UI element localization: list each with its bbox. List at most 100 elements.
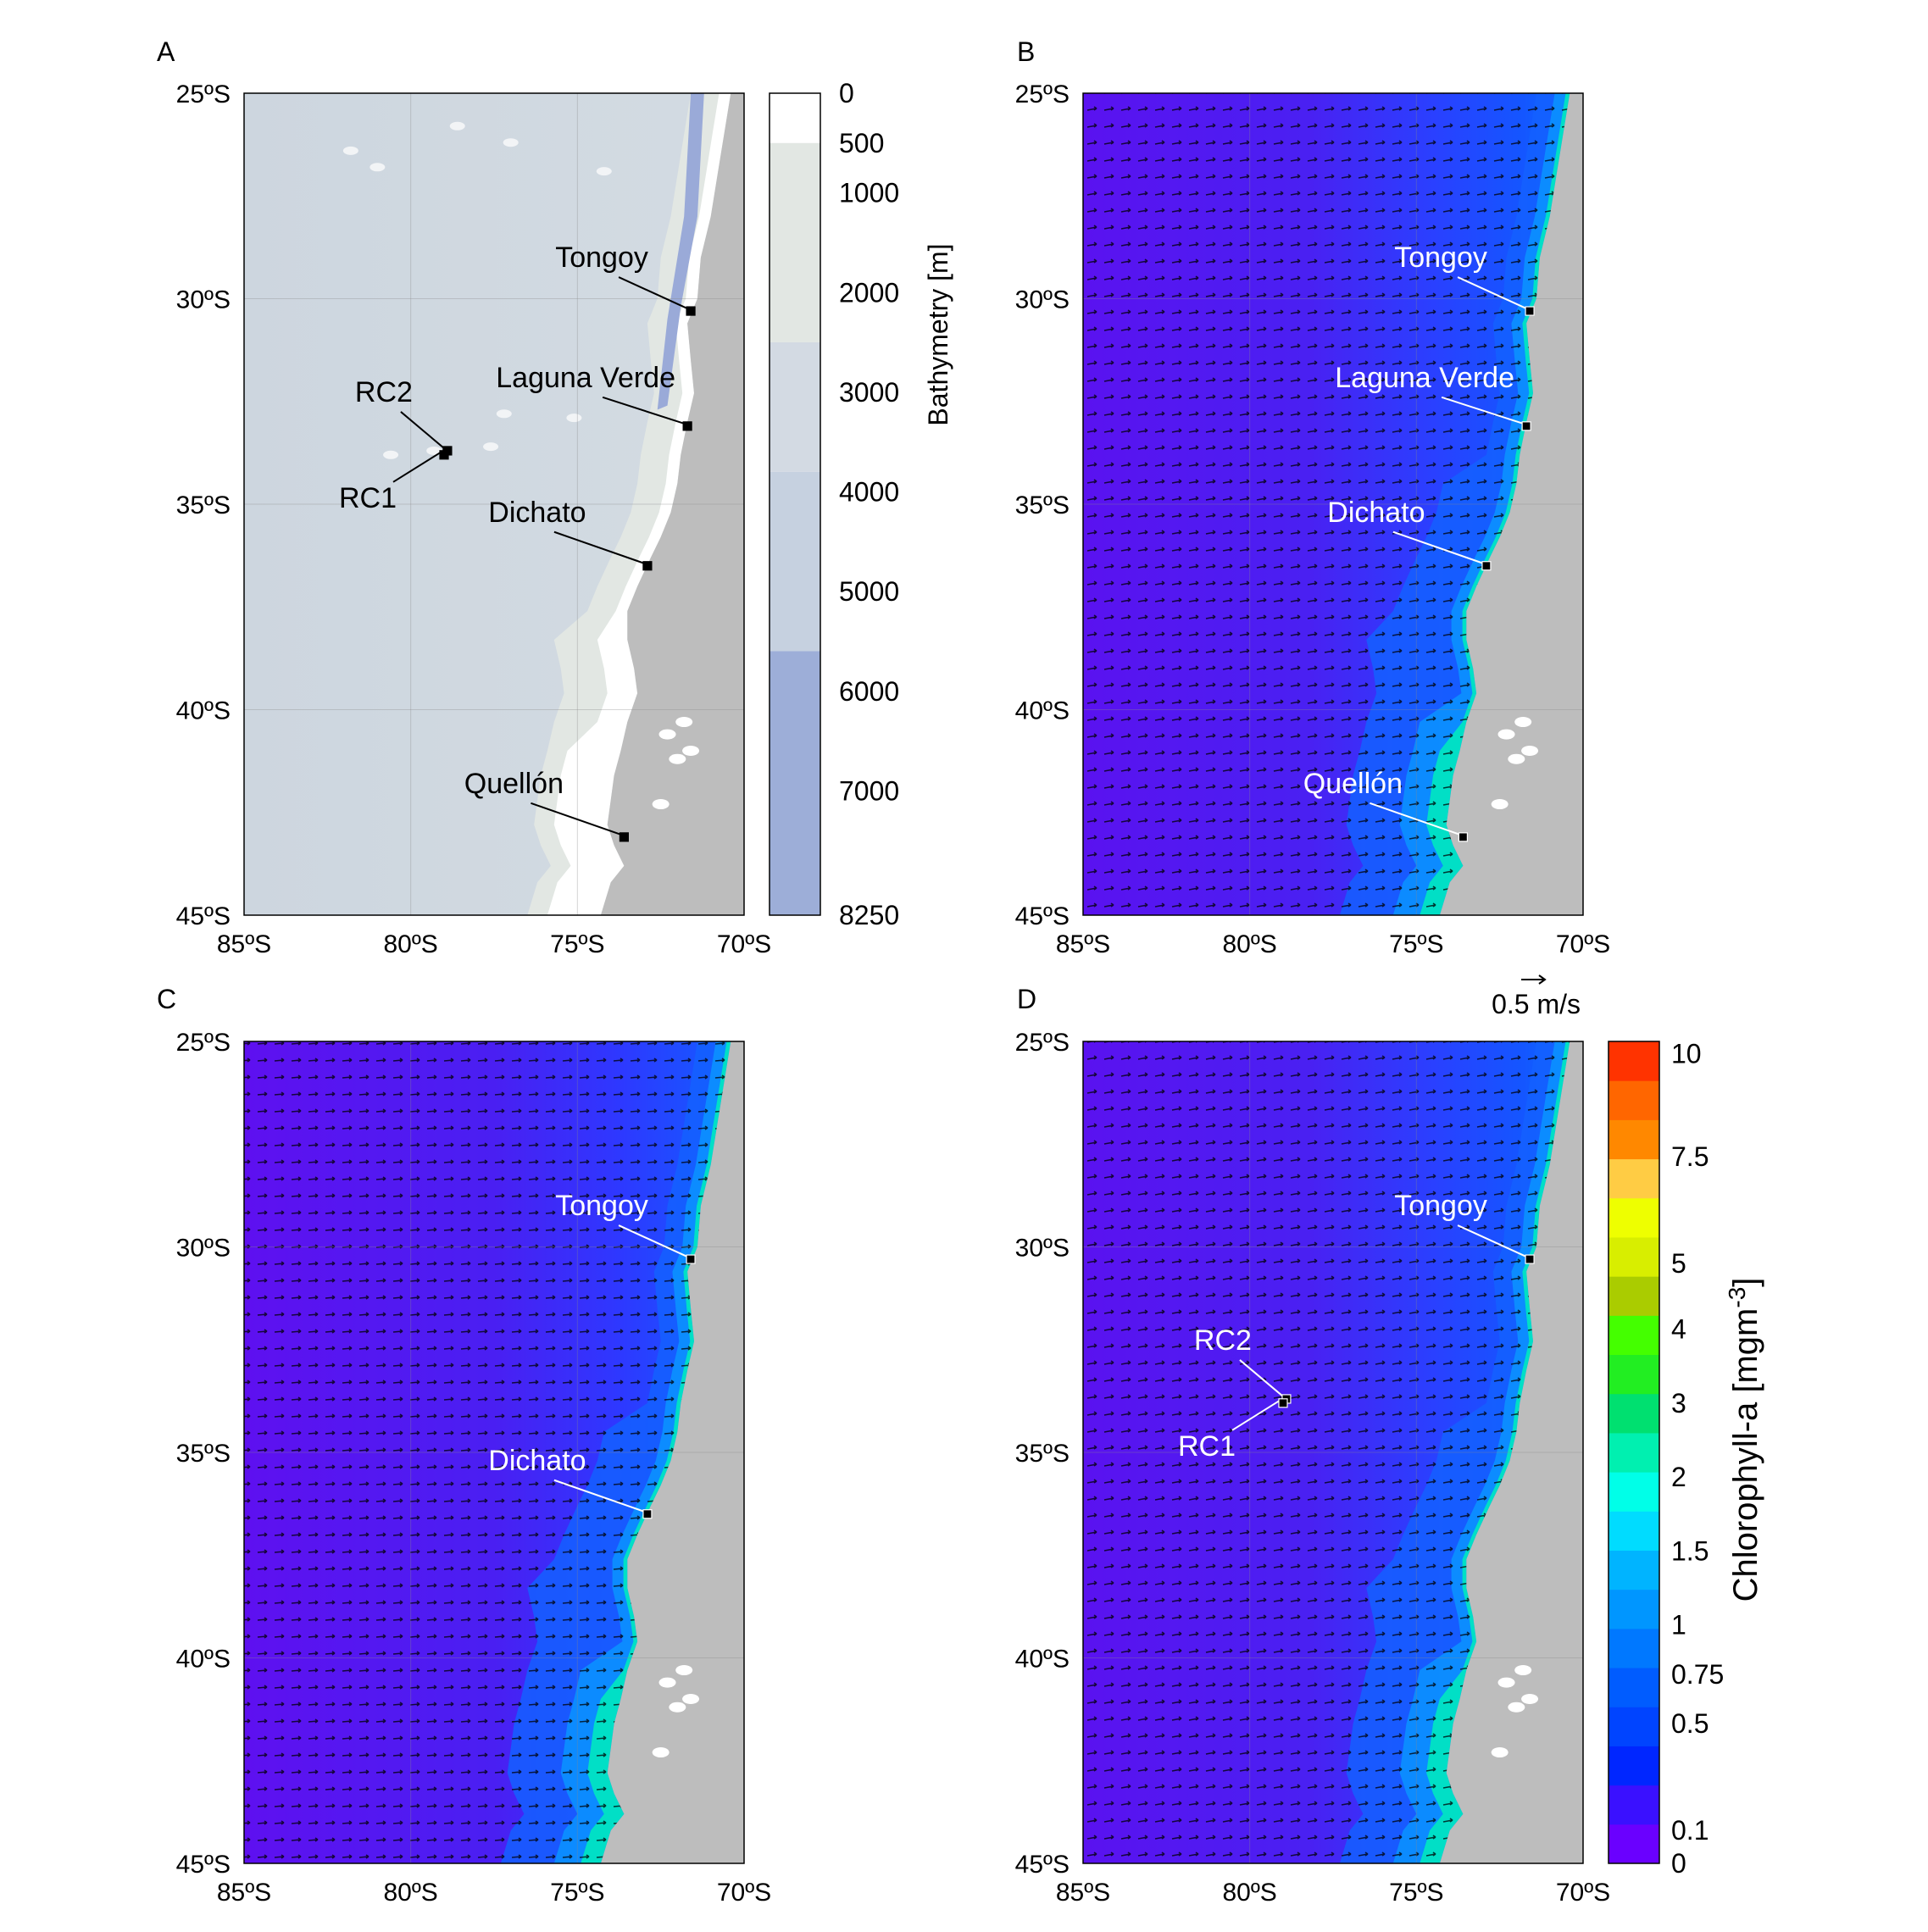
colorbar-tick-label: 500 — [839, 128, 884, 158]
panel-a: 85ºS 80ºS 75ºS 70ºS 25ºS 30ºS 35ºS 40ºS 45ºS A Ton… — [157, 36, 771, 958]
label-arrow — [392, 451, 442, 483]
panel-frame — [243, 1041, 745, 1864]
seamount — [426, 446, 442, 455]
y-tick-label: 45ºS — [176, 902, 231, 930]
site-label: RC1 — [339, 482, 397, 514]
label-arrow — [553, 1479, 645, 1513]
y-tick-label: 45ºS — [1015, 902, 1070, 930]
land — [1439, 93, 1583, 915]
colorbar-band — [1609, 1276, 1659, 1316]
y-tick-label: 30ºS — [1015, 1235, 1070, 1263]
panel-d: 85ºS 80ºS 75ºS 70ºS 25ºS 30ºS 35ºS 40ºS 45ºS D Ton… — [1015, 984, 1611, 1907]
site-marker — [682, 421, 692, 431]
panel-frame — [1082, 1041, 1584, 1864]
colorbars-layer: 0 500 1000 2000 3000 4000 5000 6000 7000 8250 Bath… — [769, 78, 1764, 1879]
colorbar-tick-label: 1 — [1671, 1610, 1686, 1641]
x-tick-label: 85ºS — [1056, 930, 1110, 958]
y-tick-label: 25ºS — [176, 1029, 231, 1057]
colorbar-band — [1609, 1668, 1659, 1707]
colorbar-tick-label: 1000 — [839, 177, 899, 208]
lake — [1514, 1665, 1532, 1676]
site-label: Dichato — [488, 497, 586, 529]
site-label: Tongoy — [1394, 1190, 1487, 1222]
colorbar-tick-label: 0.1 — [1671, 1815, 1709, 1846]
site-label: Dichato — [488, 1445, 586, 1477]
seamount — [383, 450, 399, 459]
colorbar-tick-label: 8250 — [839, 900, 899, 930]
seamount — [596, 167, 612, 176]
colorbar-tick-label: 2 — [1671, 1462, 1686, 1492]
label-arrow — [531, 802, 621, 836]
colorbar-frame — [1608, 1041, 1660, 1864]
y-tick-label: 40ºS — [176, 697, 231, 725]
y-tick-label: 35ºS — [1015, 1440, 1070, 1468]
colorbar-label: Chlorophyll-a [mgm-3] — [1724, 1278, 1764, 1602]
colorbar-band — [1609, 1432, 1659, 1473]
y-tick-label: 45ºS — [1015, 1851, 1070, 1879]
site-marker — [1525, 306, 1535, 316]
site-label: RC1 — [1178, 1430, 1236, 1463]
lake — [682, 746, 700, 756]
colorbar-tick-label: 7000 — [839, 776, 899, 807]
seamount — [503, 138, 519, 147]
seamount — [496, 409, 512, 419]
colorbar-band — [1609, 1119, 1659, 1160]
site-label: Quellón — [1303, 768, 1403, 800]
site-label: RC2 — [1194, 1324, 1252, 1357]
site-label: Laguna Verde — [1335, 362, 1514, 394]
colorbar-band — [1609, 1824, 1659, 1864]
colorbar-label-end: ] — [1727, 1278, 1764, 1287]
colorbar-band — [1609, 1315, 1659, 1356]
colorbar-band — [1609, 1393, 1659, 1434]
label-arrow — [1441, 396, 1524, 425]
x-tick-label: 70ºS — [1556, 1879, 1610, 1907]
label-arrow — [1239, 1359, 1284, 1397]
x-tick-label: 75ºS — [550, 1879, 604, 1907]
x-tick-label: 75ºS — [550, 930, 604, 958]
x-tick-label: 85ºS — [217, 930, 271, 958]
colorbar-band — [1609, 1158, 1659, 1199]
scale-arrow-head — [1538, 974, 1547, 985]
x-tick-label: 85ºS — [1056, 1879, 1110, 1907]
colorbar-band — [1609, 1785, 1659, 1825]
colorbar-band — [1609, 1628, 1659, 1668]
colorbar-tick-label: 3 — [1671, 1388, 1686, 1418]
label-arrow — [1231, 1399, 1281, 1431]
lake — [675, 1665, 693, 1676]
site-marker — [642, 1509, 653, 1519]
y-tick-label: 30ºS — [1015, 286, 1070, 314]
vector-scale: 0.5 m/s — [1492, 974, 1581, 1019]
label-arrow — [1457, 276, 1527, 309]
y-tick-label: 25ºS — [1015, 80, 1070, 108]
y-tick-label: 45ºS — [176, 1851, 231, 1879]
colorbar-tick-label: 6000 — [839, 676, 899, 707]
site-marker — [1525, 1254, 1535, 1264]
colorbar-tick-label: 1.5 — [1671, 1535, 1709, 1566]
colorbar-band — [1609, 1197, 1659, 1238]
colorbar-tick-label: 4000 — [839, 476, 899, 507]
x-tick-label: 70ºS — [717, 1879, 771, 1907]
lake — [652, 799, 670, 810]
label-arrow — [602, 396, 685, 425]
site-marker — [439, 450, 449, 460]
colorbar-band — [1609, 1550, 1659, 1591]
colorbar-tick-label: 0.75 — [1671, 1659, 1724, 1690]
colorbar-band — [1609, 1589, 1659, 1629]
lake — [1514, 717, 1532, 728]
y-tick-label: 40ºS — [1015, 1646, 1070, 1674]
seamount — [369, 163, 386, 172]
seamount — [566, 414, 582, 423]
site-marker — [686, 1254, 696, 1264]
lake — [1508, 1702, 1525, 1713]
lake — [1521, 1694, 1539, 1704]
scale-label: 0.5 m/s — [1492, 989, 1581, 1019]
colorbar-band — [1609, 1746, 1659, 1786]
panel-b: 85ºS 80ºS 75ºS 70ºS 25ºS 30ºS 35ºS 40ºS 45ºS B Ton… — [1015, 36, 1611, 958]
x-tick-label: 80ºS — [1222, 930, 1276, 958]
y-tick-label: 35ºS — [176, 491, 231, 519]
panels-layer: 85ºS 80ºS 75ºS 70ºS 25ºS 30ºS 35ºS 40ºS 45ºS A Ton… — [157, 36, 1610, 1907]
colorbar-band — [1609, 1472, 1659, 1512]
site-label: Tongoy — [555, 1190, 648, 1222]
site-marker — [642, 561, 653, 571]
